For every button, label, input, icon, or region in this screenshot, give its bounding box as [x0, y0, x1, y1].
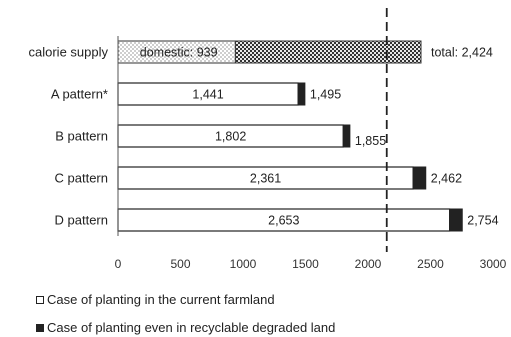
bar-degraded-land — [412, 166, 427, 190]
legend-label-current-farmland: Case of planting in the current farmland — [47, 292, 275, 307]
legend-swatch-white — [36, 295, 44, 304]
category-label: C pattern — [55, 171, 108, 186]
data-label-current: 1,441 — [192, 88, 223, 102]
data-label-current: 1,802 — [215, 130, 246, 144]
labels-layer: calorie supply A pattern* B pattern C patte… — [29, 45, 499, 228]
x-tick-label: 3000 — [480, 257, 507, 271]
x-tick-label: 0 — [115, 257, 122, 271]
bars-layer — [117, 40, 463, 232]
x-tick-label: 2000 — [355, 257, 382, 271]
data-label-total-supply: total: 2,424 — [431, 46, 493, 60]
bar-chart: calorie supply A pattern* B pattern C patte… — [29, 8, 507, 271]
category-label: A pattern* — [51, 87, 108, 102]
data-label-total: 1,855 — [355, 134, 386, 148]
data-label-current: 2,653 — [268, 214, 299, 228]
legend-label-degraded-land: Case of planting even in recyclable degr… — [47, 320, 336, 335]
legend-item-degraded-land: Case of planting even in recyclable degr… — [36, 320, 335, 335]
x-tick-label: 1000 — [230, 257, 257, 271]
x-tick-label: 2500 — [417, 257, 444, 271]
legend-item-current-farmland: Case of planting in the current farmland — [36, 292, 275, 307]
bar-degraded-land — [449, 208, 463, 232]
x-axis: 0 500 1000 1500 2000 2500 3000 — [115, 8, 507, 271]
data-label-total: 2,462 — [431, 172, 462, 186]
category-label: D pattern — [55, 213, 108, 228]
bar-imported-supply — [234, 40, 422, 64]
x-tick-label: 1500 — [292, 257, 319, 271]
x-tick-label: 500 — [170, 257, 190, 271]
category-label: B pattern — [55, 129, 108, 144]
data-label-current: 2,361 — [250, 172, 281, 186]
data-label-total: 1,495 — [310, 88, 341, 102]
data-label-domestic: domestic: 939 — [140, 46, 218, 60]
legend-swatch-black — [36, 323, 44, 332]
category-label: calorie supply — [29, 45, 109, 60]
data-label-total: 2,754 — [467, 214, 498, 228]
bar-degraded-land — [342, 124, 351, 148]
bar-degraded-land — [297, 82, 306, 106]
